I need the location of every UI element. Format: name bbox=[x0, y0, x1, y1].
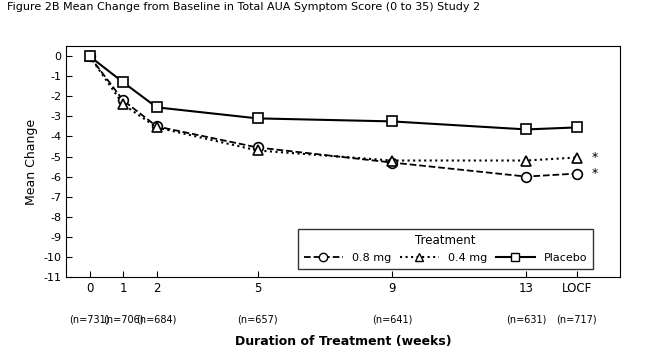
Text: *: * bbox=[592, 151, 598, 164]
Text: (n=717): (n=717) bbox=[556, 314, 597, 324]
Legend: 0.8 mg, 0.4 mg, Placebo: 0.8 mg, 0.4 mg, Placebo bbox=[298, 229, 593, 269]
Text: (n=731): (n=731) bbox=[69, 314, 110, 324]
Text: (n=641): (n=641) bbox=[372, 314, 412, 324]
Text: Duration of Treatment (weeks): Duration of Treatment (weeks) bbox=[235, 335, 451, 348]
Text: Figure 2B Mean Change from Baseline in Total AUA Symptom Score (0 to 35) Study 2: Figure 2B Mean Change from Baseline in T… bbox=[7, 2, 480, 12]
Y-axis label: Mean Change: Mean Change bbox=[24, 119, 38, 204]
Text: (n=706): (n=706) bbox=[103, 314, 143, 324]
Text: *: * bbox=[592, 167, 598, 180]
Text: (n=684): (n=684) bbox=[137, 314, 177, 324]
Text: (n=657): (n=657) bbox=[237, 314, 278, 324]
Text: (n=631): (n=631) bbox=[506, 314, 546, 324]
